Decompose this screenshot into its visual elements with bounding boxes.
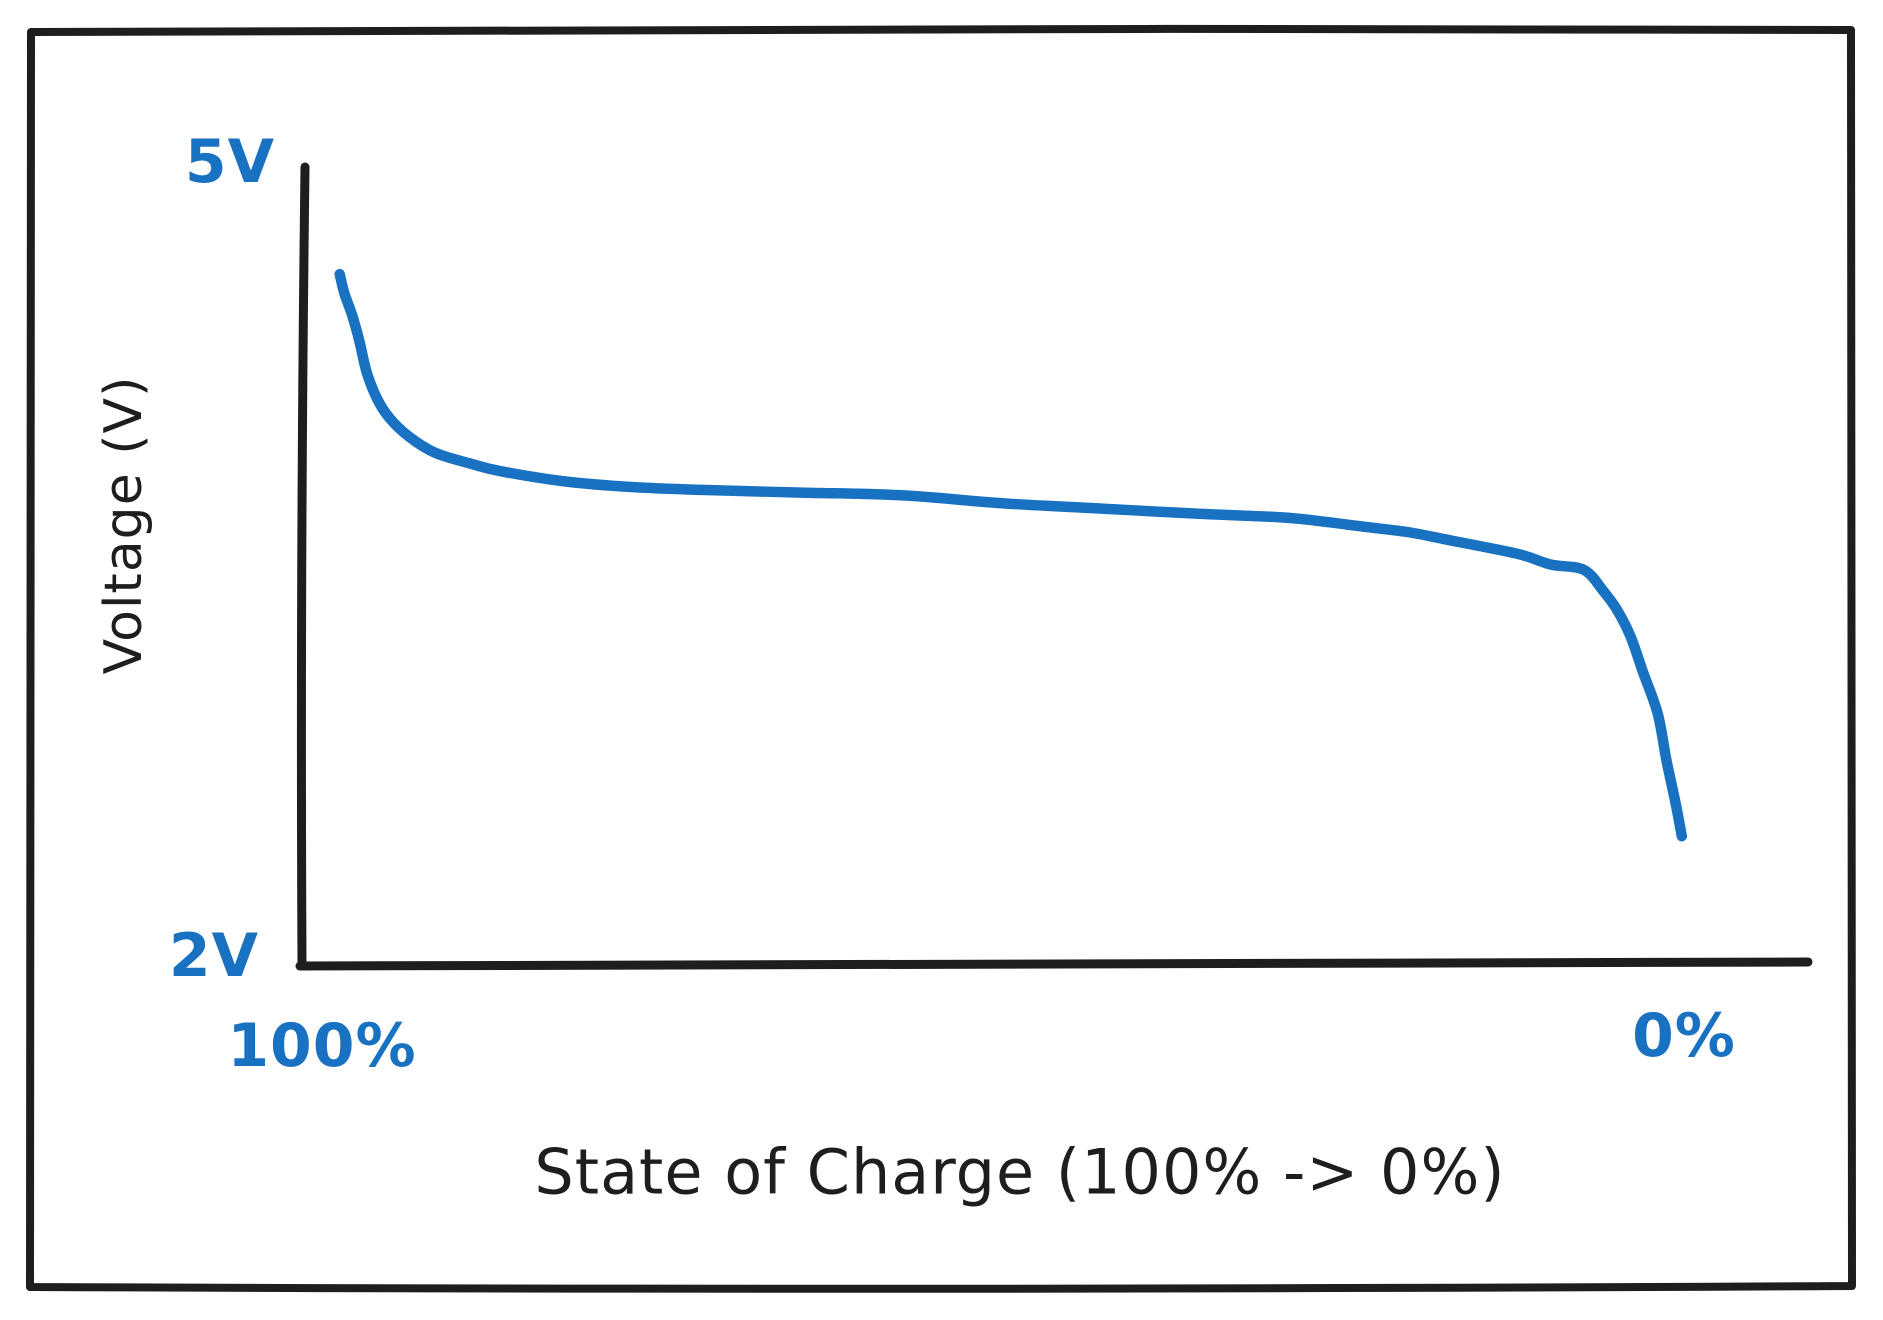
y-axis-max-tick: 5V [184, 127, 276, 197]
x-axis-title: State of Charge (100% -> 0%) [534, 1135, 1506, 1209]
y-axis-min-tick: 2V [168, 921, 260, 991]
x-axis-left-tick: 100% [227, 1011, 417, 1081]
canvas-frame [25, 24, 1857, 1293]
discharge-curve [334, 268, 1688, 842]
x-axis-right-tick: 0% [1632, 1001, 1736, 1071]
x-axis-line [295, 957, 1813, 971]
y-axis-line [296, 162, 310, 969]
y-axis-title: Voltage (V) [94, 375, 154, 675]
